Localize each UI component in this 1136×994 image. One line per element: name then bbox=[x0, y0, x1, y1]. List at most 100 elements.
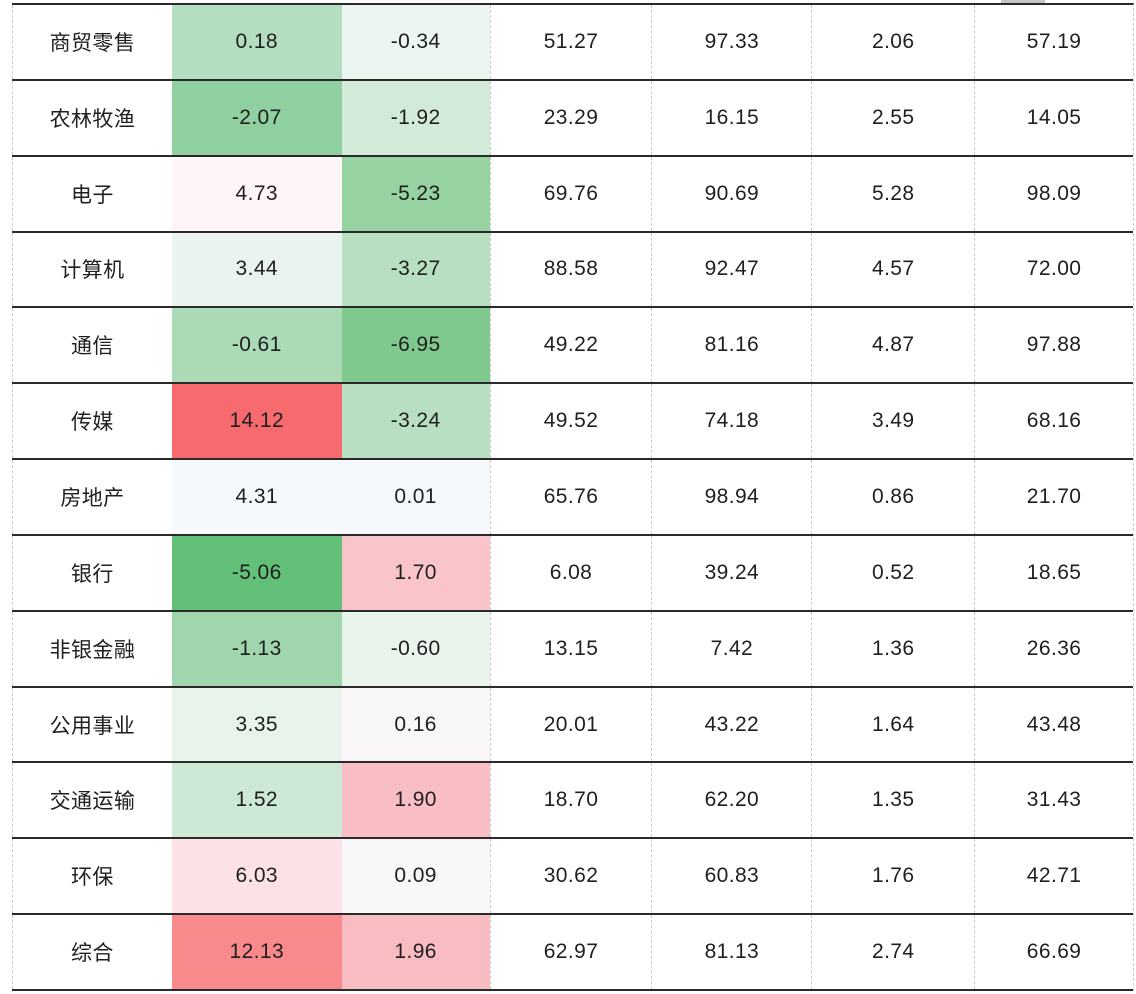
value-cell: 1.36 bbox=[811, 611, 974, 686]
heatmap-value-cell: 3.44 bbox=[171, 232, 342, 307]
value-cell: 21.70 bbox=[974, 460, 1133, 534]
value-cell: 57.19 bbox=[974, 5, 1133, 79]
heatmap-value-cell: -6.95 bbox=[341, 308, 490, 383]
heatmap-value-cell: -5.23 bbox=[341, 156, 490, 231]
value-cell: 90.69 bbox=[651, 156, 811, 231]
value-cell: 2.74 bbox=[811, 915, 974, 989]
table-row: 商贸零售 0.18 -0.34 51.27 97.33 2.06 57.19 bbox=[12, 5, 1133, 81]
value-cell: 23.29 bbox=[489, 80, 652, 155]
table-row: 银行 -5.06 1.70 6.08 39.24 0.52 18.65 bbox=[12, 535, 1133, 612]
industry-label: 电子 bbox=[12, 156, 172, 231]
value-cell: 66.69 bbox=[974, 915, 1133, 989]
value-cell: 51.27 bbox=[489, 5, 652, 79]
heatmap-value-cell: -3.27 bbox=[341, 232, 490, 307]
industry-label: 公用事业 bbox=[12, 687, 172, 762]
heatmap-value-cell: -1.92 bbox=[341, 80, 490, 155]
value-cell: 4.87 bbox=[811, 308, 974, 383]
value-cell: 98.09 bbox=[974, 156, 1133, 231]
value-cell: 49.52 bbox=[489, 384, 652, 459]
table-row: 环保 6.03 0.09 30.62 60.83 1.76 42.71 bbox=[12, 839, 1133, 916]
value-cell: 7.42 bbox=[651, 611, 811, 686]
value-cell: 0.52 bbox=[811, 535, 974, 610]
value-cell: 81.13 bbox=[651, 915, 811, 989]
heatmap-value-cell: 0.01 bbox=[341, 460, 490, 534]
value-cell: 60.83 bbox=[651, 839, 811, 914]
value-cell: 72.00 bbox=[974, 232, 1133, 307]
value-cell: 2.55 bbox=[811, 80, 974, 155]
value-cell: 18.65 bbox=[974, 535, 1133, 610]
table-row: 电子 4.73 -5.23 69.76 90.69 5.28 98.09 bbox=[12, 156, 1133, 233]
heatmap-value-cell: 1.70 bbox=[341, 535, 490, 610]
value-cell: 92.47 bbox=[651, 232, 811, 307]
value-cell: 20.01 bbox=[489, 687, 652, 762]
table-row: 通信 -0.61 -6.95 49.22 81.16 4.87 97.88 bbox=[12, 308, 1133, 385]
heatmap-value-cell: 0.09 bbox=[341, 839, 490, 914]
heatmap-value-cell: 0.18 bbox=[171, 5, 342, 79]
heatmap-value-cell: 4.73 bbox=[171, 156, 342, 231]
industry-label: 银行 bbox=[12, 535, 172, 610]
heatmap-value-cell: -0.60 bbox=[341, 611, 490, 686]
value-cell: 1.76 bbox=[811, 839, 974, 914]
heatmap-value-cell: -2.07 bbox=[171, 80, 342, 155]
table-row: 非银金融 -1.13 -0.60 13.15 7.42 1.36 26.36 bbox=[12, 611, 1133, 688]
value-cell: 16.15 bbox=[651, 80, 811, 155]
table-row: 公用事业 3.35 0.16 20.01 43.22 1.64 43.48 bbox=[12, 687, 1133, 764]
value-cell: 88.58 bbox=[489, 232, 652, 307]
industry-label: 传媒 bbox=[12, 384, 172, 459]
table-row: 农林牧渔 -2.07 -1.92 23.29 16.15 2.55 14.05 bbox=[12, 80, 1133, 157]
value-cell: 43.22 bbox=[651, 687, 811, 762]
heatmap-value-cell: 1.96 bbox=[341, 915, 490, 989]
value-cell: 43.48 bbox=[974, 687, 1133, 762]
value-cell: 98.94 bbox=[651, 460, 811, 534]
value-cell: 6.08 bbox=[489, 535, 652, 610]
industry-label: 交通运输 bbox=[12, 763, 172, 838]
value-cell: 30.62 bbox=[489, 839, 652, 914]
value-cell: 4.57 bbox=[811, 232, 974, 307]
value-cell: 39.24 bbox=[651, 535, 811, 610]
heatmap-value-cell: -5.06 bbox=[171, 535, 342, 610]
value-cell: 49.22 bbox=[489, 308, 652, 383]
industry-label: 房地产 bbox=[12, 460, 172, 534]
value-cell: 5.28 bbox=[811, 156, 974, 231]
value-cell: 62.97 bbox=[489, 915, 652, 989]
table-row: 房地产 4.31 0.01 65.76 98.94 0.86 21.70 bbox=[12, 460, 1133, 536]
value-cell: 14.05 bbox=[974, 80, 1133, 155]
table-row: 传媒 14.12 -3.24 49.52 74.18 3.49 68.16 bbox=[12, 384, 1133, 461]
value-cell: 26.36 bbox=[974, 611, 1133, 686]
industry-metrics-table: 商贸零售 0.18 -0.34 51.27 97.33 2.06 57.19 农林牧渔 -2.0… bbox=[12, 3, 1134, 991]
industry-label: 计算机 bbox=[12, 232, 172, 307]
value-cell: 3.49 bbox=[811, 384, 974, 459]
heatmap-value-cell: -0.34 bbox=[341, 5, 490, 79]
value-cell: 2.06 bbox=[811, 5, 974, 79]
heatmap-value-cell: 3.35 bbox=[171, 687, 342, 762]
value-cell: 68.16 bbox=[974, 384, 1133, 459]
heatmap-value-cell: 4.31 bbox=[171, 460, 342, 534]
industry-label: 非银金融 bbox=[12, 611, 172, 686]
heatmap-value-cell: 14.12 bbox=[171, 384, 342, 459]
value-cell: 81.16 bbox=[651, 308, 811, 383]
heatmap-value-cell: -3.24 bbox=[341, 384, 490, 459]
scroll-tab-remnant bbox=[1001, 0, 1045, 3]
value-cell: 74.18 bbox=[651, 384, 811, 459]
value-cell: 31.43 bbox=[974, 763, 1133, 838]
heatmap-value-cell: 12.13 bbox=[171, 915, 342, 989]
industry-label: 环保 bbox=[12, 839, 172, 914]
value-cell: 97.33 bbox=[651, 5, 811, 79]
value-cell: 13.15 bbox=[489, 611, 652, 686]
value-cell: 18.70 bbox=[489, 763, 652, 838]
industry-label: 综合 bbox=[12, 915, 172, 989]
table-row: 计算机 3.44 -3.27 88.58 92.47 4.57 72.00 bbox=[12, 232, 1133, 309]
value-cell: 42.71 bbox=[974, 839, 1133, 914]
table-row: 综合 12.13 1.96 62.97 81.13 2.74 66.69 bbox=[12, 915, 1133, 991]
heatmap-value-cell: -0.61 bbox=[171, 308, 342, 383]
industry-label: 商贸零售 bbox=[12, 5, 172, 79]
industry-label: 通信 bbox=[12, 308, 172, 383]
heatmap-value-cell: 6.03 bbox=[171, 839, 342, 914]
value-cell: 62.20 bbox=[651, 763, 811, 838]
value-cell: 1.64 bbox=[811, 687, 974, 762]
value-cell: 65.76 bbox=[489, 460, 652, 534]
value-cell: 1.35 bbox=[811, 763, 974, 838]
heatmap-value-cell: 0.16 bbox=[341, 687, 490, 762]
industry-label: 农林牧渔 bbox=[12, 80, 172, 155]
